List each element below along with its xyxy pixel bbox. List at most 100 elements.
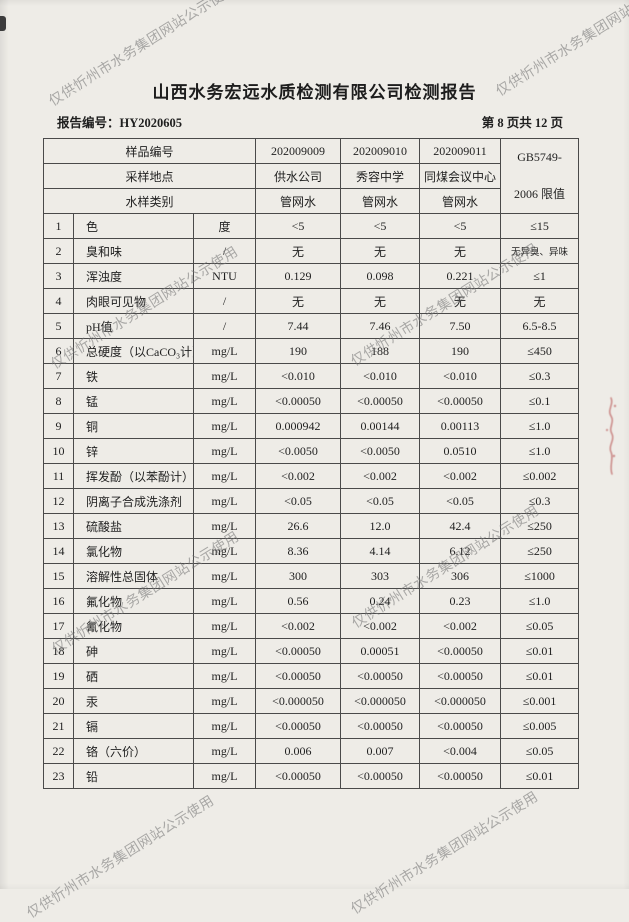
limit-value-cell: ≤1.0 xyxy=(500,413,580,439)
limit-value-cell: ≤1.0 xyxy=(500,438,580,464)
limit-value-cell: ≤1000 xyxy=(500,563,580,589)
unit-cell: mg/L xyxy=(192,763,257,789)
parameter-name-cell: 锌 xyxy=(73,438,194,464)
parameter-name-cell: 氯化物 xyxy=(73,538,194,564)
table-row: 7 铁 mg/L <0.010 <0.010 <0.010 ≤0.3 xyxy=(43,363,580,389)
parameter-name-cell: 氰化物 xyxy=(73,613,194,639)
location-1: 供水公司 xyxy=(255,163,342,189)
sample2-value-cell: <0.002 xyxy=(340,613,421,639)
sample1-value-cell: 0.006 xyxy=(255,738,342,764)
unit-cell: / xyxy=(192,313,257,339)
sample3-value-cell: <5 xyxy=(419,213,502,239)
sample3-value-cell: <0.000050 xyxy=(419,688,502,714)
limit-value-cell: ≤250 xyxy=(500,513,580,539)
unit-cell: mg/L xyxy=(192,538,257,564)
limit-value-cell: ≤250 xyxy=(500,538,580,564)
row-number-cell: 7 xyxy=(43,363,74,389)
sample2-value-cell: 0.098 xyxy=(340,263,421,289)
sample3-value-cell: <0.00050 xyxy=(419,713,502,739)
row-number-cell: 17 xyxy=(43,613,74,639)
standard-limit-label: 2006 限值 xyxy=(514,187,566,201)
row-number-cell: 3 xyxy=(43,263,74,289)
unit-cell: mg/L xyxy=(192,738,257,764)
row-number-cell: 12 xyxy=(43,488,74,514)
unit-cell: mg/L xyxy=(192,613,257,639)
unit-cell: mg/L xyxy=(192,663,257,689)
sample2-value-cell: 4.14 xyxy=(340,538,421,564)
sample2-value-cell: 0.24 xyxy=(340,588,421,614)
parameter-name-cell: 挥发酚（以苯酚计） xyxy=(73,463,194,489)
unit-cell: / xyxy=(192,238,257,264)
sample2-value-cell: <0.00050 xyxy=(340,388,421,414)
sample3-value-cell: 无 xyxy=(419,288,502,314)
parameter-name-cell: 臭和味 xyxy=(73,238,194,264)
unit-cell: mg/L xyxy=(192,413,257,439)
sample2-value-cell: 12.0 xyxy=(340,513,421,539)
sample2-value-cell: 无 xyxy=(340,288,421,314)
limit-value-cell: ≤0.005 xyxy=(500,713,580,739)
sample1-value-cell: <0.010 xyxy=(255,363,342,389)
sample1-value-cell: 7.44 xyxy=(255,313,342,339)
sample2-value-cell: 无 xyxy=(340,238,421,264)
sample3-value-cell: <0.010 xyxy=(419,363,502,389)
sample2-value-cell: <0.05 xyxy=(340,488,421,514)
sample1-value-cell: 0.000942 xyxy=(255,413,342,439)
unit-cell: mg/L xyxy=(192,463,257,489)
sample2-value-cell: <0.00050 xyxy=(340,663,421,689)
table-row: 19 硒 mg/L <0.00050 <0.00050 <0.00050 ≤0.01 xyxy=(43,663,580,689)
sample1-value-cell: 300 xyxy=(255,563,342,589)
unit-cell: NTU xyxy=(192,263,257,289)
sample1-value-cell: <0.00050 xyxy=(255,388,342,414)
sample3-value-cell: <0.002 xyxy=(419,463,502,489)
red-seal-fragment xyxy=(605,397,617,475)
row-number-cell: 19 xyxy=(43,663,74,689)
table-header-row-location: 采样地点 供水公司 秀容中学 同煤会议中心 xyxy=(42,163,579,189)
sample1-value-cell: <0.002 xyxy=(255,613,342,639)
table-row: 15 溶解性总固体 mg/L 300 303 306 ≤1000 xyxy=(43,563,580,589)
parameter-name-cell: 铁 xyxy=(73,363,194,389)
sample2-value-cell: <0.000050 xyxy=(340,688,421,714)
limit-value-cell: ≤0.1 xyxy=(500,388,580,414)
limit-value-cell: 6.5-8.5 xyxy=(500,313,580,339)
unit-cell: mg/L xyxy=(192,713,257,739)
sample3-value-cell: 无 xyxy=(419,238,502,264)
unit-cell: mg/L xyxy=(192,388,257,414)
unit-cell: 度 xyxy=(192,213,257,239)
page-title: 山西水务宏远水质检测有限公司检测报告 xyxy=(152,83,477,102)
row-number-cell: 1 xyxy=(43,213,74,239)
table-row: 18 砷 mg/L <0.00050 0.00051 <0.00050 ≤0.01 xyxy=(43,638,580,664)
sample2-value-cell: <5 xyxy=(340,213,421,239)
sample1-value-cell: <0.002 xyxy=(255,463,342,489)
sample-id-3: 202009011 xyxy=(419,138,502,164)
parameter-name-cell: 汞 xyxy=(73,688,194,714)
sample3-value-cell: 42.4 xyxy=(419,513,502,539)
unit-cell: mg/L xyxy=(192,688,257,714)
table-header-row-type: 水样类别 管网水 管网水 管网水 xyxy=(42,188,579,214)
unit-cell: mg/L xyxy=(192,588,257,614)
parameter-name-cell: 肉眼可见物 xyxy=(73,288,194,314)
sample1-value-cell: <0.00050 xyxy=(255,638,342,664)
table-row: 12 阴离子合成洗涤剂 mg/L <0.05 <0.05 <0.05 ≤0.3 xyxy=(43,488,580,514)
table-row: 5 pH值/7.44 7.46 7.50 6.5-8.5 xyxy=(43,313,580,339)
parameter-name-cell: 硒 xyxy=(73,663,194,689)
sample1-value-cell: <0.00050 xyxy=(255,713,342,739)
row-number-cell: 16 xyxy=(43,588,74,614)
sample2-value-cell: 7.46 xyxy=(340,313,421,339)
water-quality-table: 样品编号 202009009 202009010 202009011 GB574… xyxy=(42,138,580,789)
sample3-value-cell: 306 xyxy=(419,563,502,589)
row-number-cell: 8 xyxy=(43,388,74,414)
type-2: 管网水 xyxy=(340,188,421,214)
sample3-value-cell: <0.00050 xyxy=(419,763,502,789)
row-number-cell: 14 xyxy=(43,538,74,564)
sample3-value-cell: 0.0510 xyxy=(419,438,502,464)
sample1-value-cell: <0.05 xyxy=(255,488,342,514)
sample1-value-cell: 8.36 xyxy=(255,538,342,564)
parameter-name-cell: 铅 xyxy=(73,763,194,789)
parameter-name-cell: 色 xyxy=(73,213,194,239)
table-row: 9 铜 mg/L 0.000942 0.00144 0.00113 ≤1.0 xyxy=(43,413,580,439)
sample1-value-cell: 0.56 xyxy=(255,588,342,614)
parameter-name-cell: 氟化物 xyxy=(73,588,194,614)
sample3-value-cell: 0.221 xyxy=(419,263,502,289)
sample2-value-cell: 0.00051 xyxy=(340,638,421,664)
